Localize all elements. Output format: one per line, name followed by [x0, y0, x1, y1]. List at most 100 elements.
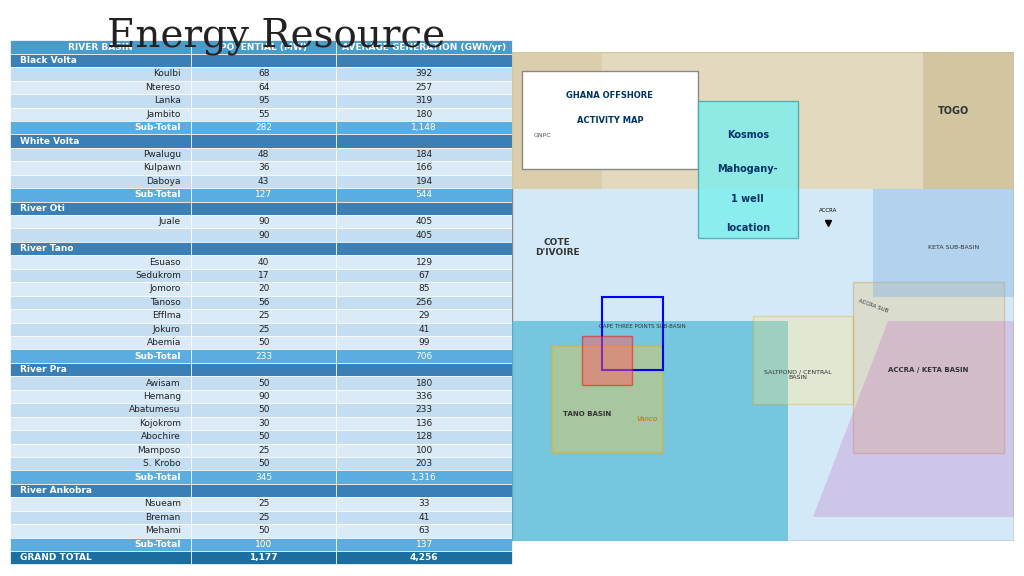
- Text: 180: 180: [416, 110, 433, 119]
- Bar: [190, 350, 336, 363]
- Bar: [10, 269, 190, 282]
- Bar: [552, 346, 663, 453]
- Text: 36: 36: [258, 164, 269, 172]
- Text: Mehami: Mehami: [144, 526, 181, 535]
- Text: Kojokrom: Kojokrom: [139, 419, 181, 428]
- Bar: [336, 511, 512, 524]
- Bar: [10, 282, 190, 295]
- Bar: [10, 242, 190, 255]
- Text: 233: 233: [255, 352, 272, 361]
- Text: Abatumesu: Abatumesu: [129, 406, 181, 414]
- Bar: [10, 484, 190, 497]
- Text: 4,256: 4,256: [410, 554, 438, 562]
- Text: 257: 257: [416, 83, 433, 92]
- Bar: [10, 524, 190, 537]
- Text: 282: 282: [255, 123, 272, 132]
- Text: CAPE THREE POINTS SUB-BASIN: CAPE THREE POINTS SUB-BASIN: [599, 324, 686, 328]
- Bar: [336, 484, 512, 497]
- Text: S. Krobo: S. Krobo: [143, 459, 181, 468]
- Text: 63: 63: [419, 526, 430, 535]
- Text: 405: 405: [416, 217, 433, 226]
- Polygon shape: [873, 189, 1014, 297]
- Text: 1,316: 1,316: [412, 473, 437, 482]
- Text: River Pra: River Pra: [20, 365, 68, 374]
- Bar: [336, 551, 512, 564]
- Text: 33: 33: [419, 499, 430, 509]
- Bar: [336, 81, 512, 94]
- Bar: [190, 148, 336, 161]
- Text: TOGO: TOGO: [938, 105, 969, 116]
- Bar: [10, 350, 190, 363]
- Text: 29: 29: [419, 312, 430, 320]
- Bar: [190, 484, 336, 497]
- Text: ACTIVITY MAP: ACTIVITY MAP: [577, 116, 643, 125]
- Bar: [10, 40, 190, 54]
- Bar: [190, 121, 336, 134]
- Text: ACCRA / KETA BASIN: ACCRA / KETA BASIN: [888, 367, 969, 373]
- Polygon shape: [512, 52, 602, 189]
- Text: 166: 166: [416, 164, 433, 172]
- Text: 336: 336: [416, 392, 433, 401]
- Bar: [336, 309, 512, 323]
- Bar: [336, 215, 512, 229]
- Text: 55: 55: [258, 110, 269, 119]
- Text: 100: 100: [255, 540, 272, 549]
- Polygon shape: [512, 52, 1014, 189]
- Bar: [190, 54, 336, 67]
- Bar: [10, 148, 190, 161]
- Bar: [853, 282, 1004, 453]
- Text: 405: 405: [416, 231, 433, 240]
- Bar: [190, 430, 336, 444]
- Bar: [190, 323, 336, 336]
- Text: White Volta: White Volta: [20, 137, 80, 146]
- Bar: [336, 457, 512, 471]
- Bar: [336, 67, 512, 81]
- Text: TANO BASIN: TANO BASIN: [563, 411, 611, 417]
- Bar: [336, 175, 512, 188]
- Bar: [336, 269, 512, 282]
- Text: Efflma: Efflma: [152, 312, 181, 320]
- Bar: [190, 242, 336, 255]
- Bar: [10, 390, 190, 403]
- Text: 90: 90: [258, 217, 269, 226]
- Text: 1 well: 1 well: [731, 194, 764, 204]
- Text: 50: 50: [258, 406, 269, 414]
- Text: 1,148: 1,148: [412, 123, 437, 132]
- Bar: [10, 67, 190, 81]
- Bar: [190, 67, 336, 81]
- Text: Jokuro: Jokuro: [153, 325, 181, 334]
- Bar: [336, 350, 512, 363]
- Text: GNPC: GNPC: [534, 132, 551, 138]
- Bar: [336, 336, 512, 350]
- Bar: [602, 297, 663, 370]
- Bar: [10, 376, 190, 390]
- Text: Esuaso: Esuaso: [150, 257, 181, 267]
- Text: 25: 25: [258, 513, 269, 522]
- Bar: [10, 134, 190, 148]
- Bar: [190, 444, 336, 457]
- Bar: [190, 471, 336, 484]
- Bar: [10, 202, 190, 215]
- Bar: [10, 403, 190, 416]
- Bar: [190, 282, 336, 295]
- Text: 544: 544: [416, 191, 433, 199]
- Text: Jambito: Jambito: [146, 110, 181, 119]
- Bar: [190, 215, 336, 229]
- Text: Ntereso: Ntereso: [145, 83, 181, 92]
- Bar: [10, 471, 190, 484]
- Bar: [522, 71, 697, 169]
- Bar: [10, 81, 190, 94]
- Bar: [190, 255, 336, 269]
- Text: Black Volta: Black Volta: [20, 56, 77, 65]
- Bar: [190, 390, 336, 403]
- Text: POTENTIAL (MW): POTENTIAL (MW): [220, 43, 307, 51]
- Bar: [10, 295, 190, 309]
- Text: 50: 50: [258, 526, 269, 535]
- Bar: [10, 188, 190, 202]
- Text: COTE
D'IVOIRE: COTE D'IVOIRE: [535, 238, 580, 257]
- Text: 392: 392: [416, 70, 433, 78]
- Text: River Oti: River Oti: [20, 204, 66, 213]
- Text: Awisam: Awisam: [146, 378, 181, 388]
- Text: Lanka: Lanka: [154, 96, 181, 105]
- Text: 68: 68: [258, 70, 269, 78]
